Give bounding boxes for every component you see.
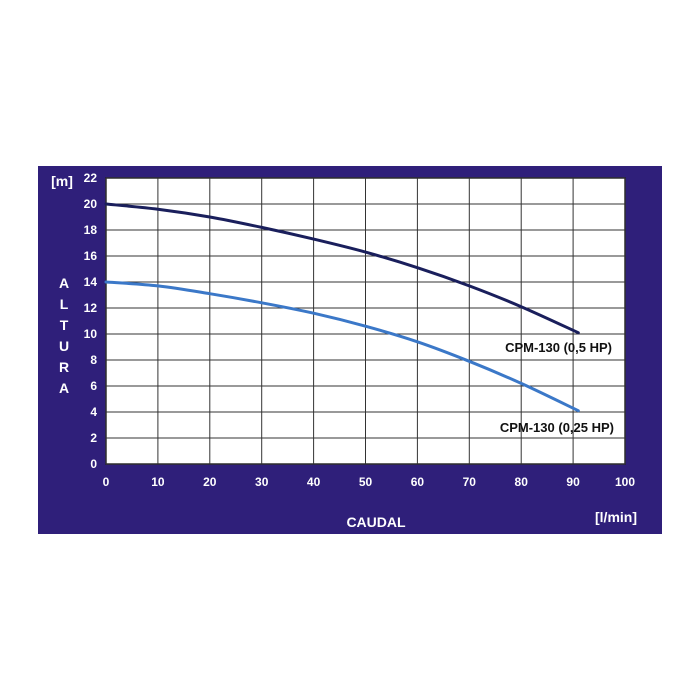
y-tick-label: 14 bbox=[84, 275, 98, 289]
x-tick-label: 100 bbox=[615, 475, 635, 489]
y-tick-label: 20 bbox=[84, 197, 98, 211]
x-tick-label: 70 bbox=[463, 475, 477, 489]
curve-label-0-5hp: CPM-130 (0,5 HP) bbox=[505, 340, 612, 355]
curves bbox=[104, 202, 580, 413]
y-tick-label: 6 bbox=[90, 379, 97, 393]
x-tick-label: 60 bbox=[411, 475, 425, 489]
x-tick-label: 20 bbox=[203, 475, 217, 489]
series-line-0-5hp bbox=[104, 202, 580, 335]
x-tick-label: 80 bbox=[515, 475, 529, 489]
y-tick-label: 16 bbox=[84, 249, 98, 263]
y-axis-title-letter: A bbox=[59, 275, 69, 291]
y-axis-title-letter: R bbox=[59, 359, 69, 375]
y-tick-label: 0 bbox=[90, 457, 97, 471]
grid-lines bbox=[105, 177, 626, 465]
x-axis-title: CAUDAL bbox=[346, 514, 406, 530]
y-tick-label: 8 bbox=[90, 353, 97, 367]
y-tick-label: 10 bbox=[84, 327, 98, 341]
y-tick-label: 22 bbox=[84, 171, 98, 185]
series-line-0-25hp bbox=[104, 280, 580, 413]
x-tick-label: 10 bbox=[151, 475, 165, 489]
y-axis-unit: [m] bbox=[51, 173, 73, 189]
x-tick-label: 40 bbox=[307, 475, 321, 489]
x-tick-label: 50 bbox=[359, 475, 373, 489]
x-axis-unit: [l/min] bbox=[595, 509, 637, 525]
y-axis-title-letter: A bbox=[59, 380, 69, 396]
y-axis-title-letter: T bbox=[60, 317, 69, 333]
curve-label-0-25hp: CPM-130 (0,25 HP) bbox=[500, 420, 614, 435]
x-tick-label: 0 bbox=[103, 475, 110, 489]
y-tick-label: 18 bbox=[84, 223, 98, 237]
x-tick-label: 90 bbox=[566, 475, 580, 489]
x-tick-labels: 0 10 20 30 40 50 60 70 80 90 100 bbox=[103, 475, 636, 489]
y-tick-labels: 0 2 4 6 8 10 12 14 16 18 20 22 bbox=[84, 171, 98, 471]
y-tick-label: 2 bbox=[90, 431, 97, 445]
y-tick-label: 12 bbox=[84, 301, 98, 315]
x-tick-label: 30 bbox=[255, 475, 269, 489]
y-axis-title-letter: U bbox=[59, 338, 69, 354]
y-tick-label: 4 bbox=[90, 405, 97, 419]
y-axis-title-letter: L bbox=[60, 296, 69, 312]
